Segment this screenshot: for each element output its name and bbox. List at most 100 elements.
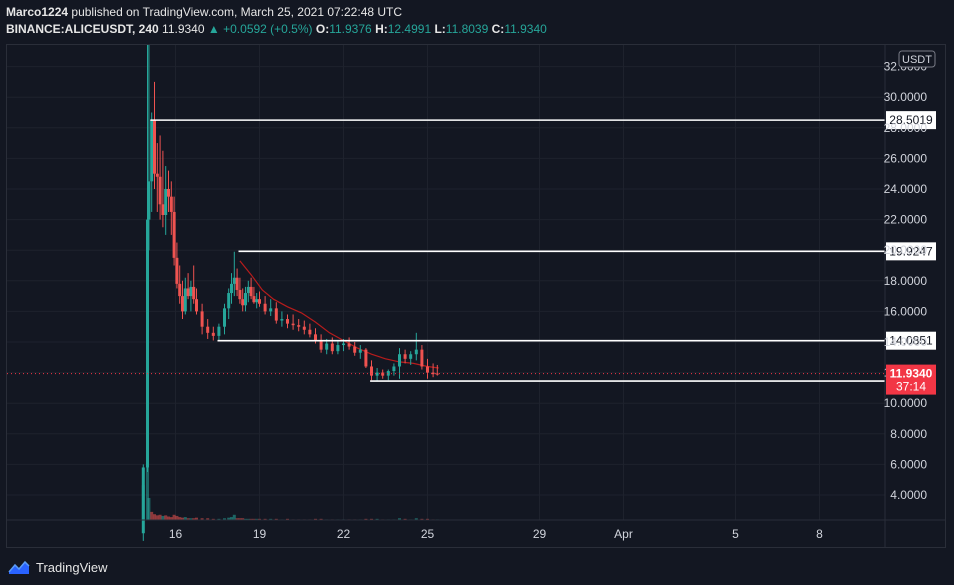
- brand-name: TradingView: [36, 559, 108, 575]
- candle: [370, 360, 373, 381]
- candle: [235, 268, 239, 297]
- candle: [420, 345, 424, 370]
- candle-body: [398, 354, 401, 367]
- time-axis[interactable]: 16 19 22 25 29 Apr 5 8: [169, 527, 823, 541]
- candle-body: [291, 323, 295, 326]
- volume-bar: [420, 518, 424, 520]
- candle: [252, 286, 256, 304]
- candle: [280, 311, 284, 327]
- candle: [392, 363, 396, 376]
- volume-bar: [255, 518, 259, 520]
- countdown-label: 37:14: [896, 380, 926, 394]
- candle: [146, 36, 149, 473]
- candle-body: [375, 372, 379, 376]
- candle: [186, 273, 190, 300]
- candle: [353, 342, 357, 356]
- symbol-name[interactable]: BINANCE:ALICEUSDT, 240: [6, 22, 159, 36]
- candle: [238, 277, 242, 304]
- volume-bar: [249, 518, 253, 520]
- candle-body: [386, 371, 390, 376]
- close-label: C:: [491, 22, 505, 36]
- price-change: +0.0592 (+0.5%): [223, 22, 313, 36]
- price-levels[interactable]: 28.5019 19.9247 14.0851 11.4446: [150, 111, 937, 391]
- volume-bar: [414, 518, 418, 520]
- candle-body: [314, 334, 317, 341]
- x-tick-label: 29: [533, 527, 547, 541]
- x-tick-label: 25: [421, 527, 435, 541]
- volume-bar: [426, 518, 429, 520]
- volume-bar: [175, 515, 179, 520]
- candle: [431, 363, 435, 378]
- candle-body: [153, 120, 156, 174]
- candle: [147, 43, 151, 251]
- candle: [153, 81, 156, 189]
- volume-bar: [364, 518, 368, 520]
- candle-body: [381, 372, 385, 376]
- candle: [227, 288, 231, 320]
- candle-body: [175, 257, 179, 284]
- candle-body: [227, 293, 231, 309]
- candle-body: [169, 196, 173, 212]
- candle-body: [186, 288, 190, 297]
- last-price-label: 11.9340: [890, 367, 933, 381]
- candle: [403, 349, 407, 364]
- currency-badge[interactable]: USDT: [898, 50, 936, 68]
- candle: [230, 273, 233, 304]
- price-chart[interactable]: 28.5019 19.9247 14.0851 11.4446 4.0000 6.000…: [7, 36, 945, 547]
- price-axis[interactable]: 4.00006.00008.000010.000012.000014.00001…: [884, 60, 928, 502]
- publish-line: Marco1224 published on TradingView.com, …: [6, 5, 402, 19]
- candle: [249, 277, 253, 300]
- x-tick-label: Apr: [614, 527, 633, 541]
- chart-frame[interactable]: 28.5019 19.9247 14.0851 11.4446 4.0000 6.000…: [6, 36, 946, 548]
- candle: [141, 464, 145, 541]
- candle-body: [342, 343, 345, 346]
- candle: [183, 277, 187, 315]
- candle: [164, 166, 168, 235]
- candle-body: [200, 311, 204, 327]
- candle-body: [319, 340, 323, 350]
- candle-body: [206, 326, 210, 333]
- candle: [302, 320, 306, 335]
- candle: [435, 364, 439, 376]
- x-tick-label: 16: [169, 527, 183, 541]
- candle: [246, 280, 250, 303]
- volume-bar: [223, 518, 226, 520]
- volume-bar: [230, 517, 233, 520]
- candle: [169, 181, 173, 235]
- volume-bar: [200, 518, 204, 520]
- y-tick-label: 20.0000: [884, 243, 928, 257]
- candle: [255, 293, 259, 309]
- candle: [358, 345, 362, 359]
- low-label: L:: [434, 22, 446, 36]
- volume-bar: [398, 518, 401, 520]
- candle-body: [155, 173, 159, 177]
- candle: [192, 265, 196, 304]
- volume-bar: [263, 518, 267, 520]
- ma-line: [239, 260, 439, 369]
- level-line[interactable]: 28.5019: [150, 111, 936, 130]
- candle-body: [164, 189, 168, 216]
- tradingview-logo-icon: [8, 560, 30, 574]
- volume-bar: [375, 518, 379, 520]
- candle: [155, 143, 159, 212]
- volume-bar: [161, 515, 165, 520]
- candle-body: [364, 349, 368, 367]
- level-line[interactable]: 14.0851: [217, 331, 937, 350]
- volume-bar: [241, 518, 245, 520]
- level-line[interactable]: 11.4446: [370, 372, 936, 391]
- candle: [426, 358, 429, 379]
- candle: [241, 288, 245, 312]
- candle-body: [192, 286, 196, 300]
- level-line[interactable]: 19.9247: [238, 242, 937, 261]
- volume-bar: [178, 517, 182, 520]
- author-name[interactable]: Marco1224: [6, 5, 69, 19]
- volume-bar: [227, 517, 231, 520]
- candle-body: [280, 319, 284, 321]
- footer-logo[interactable]: TradingView: [8, 556, 108, 578]
- candle: [274, 302, 278, 324]
- candle-body: [241, 299, 245, 306]
- volume-bar: [370, 518, 373, 520]
- volume-bar: [246, 518, 250, 520]
- candles: [141, 36, 439, 541]
- volume-bar: [164, 515, 168, 520]
